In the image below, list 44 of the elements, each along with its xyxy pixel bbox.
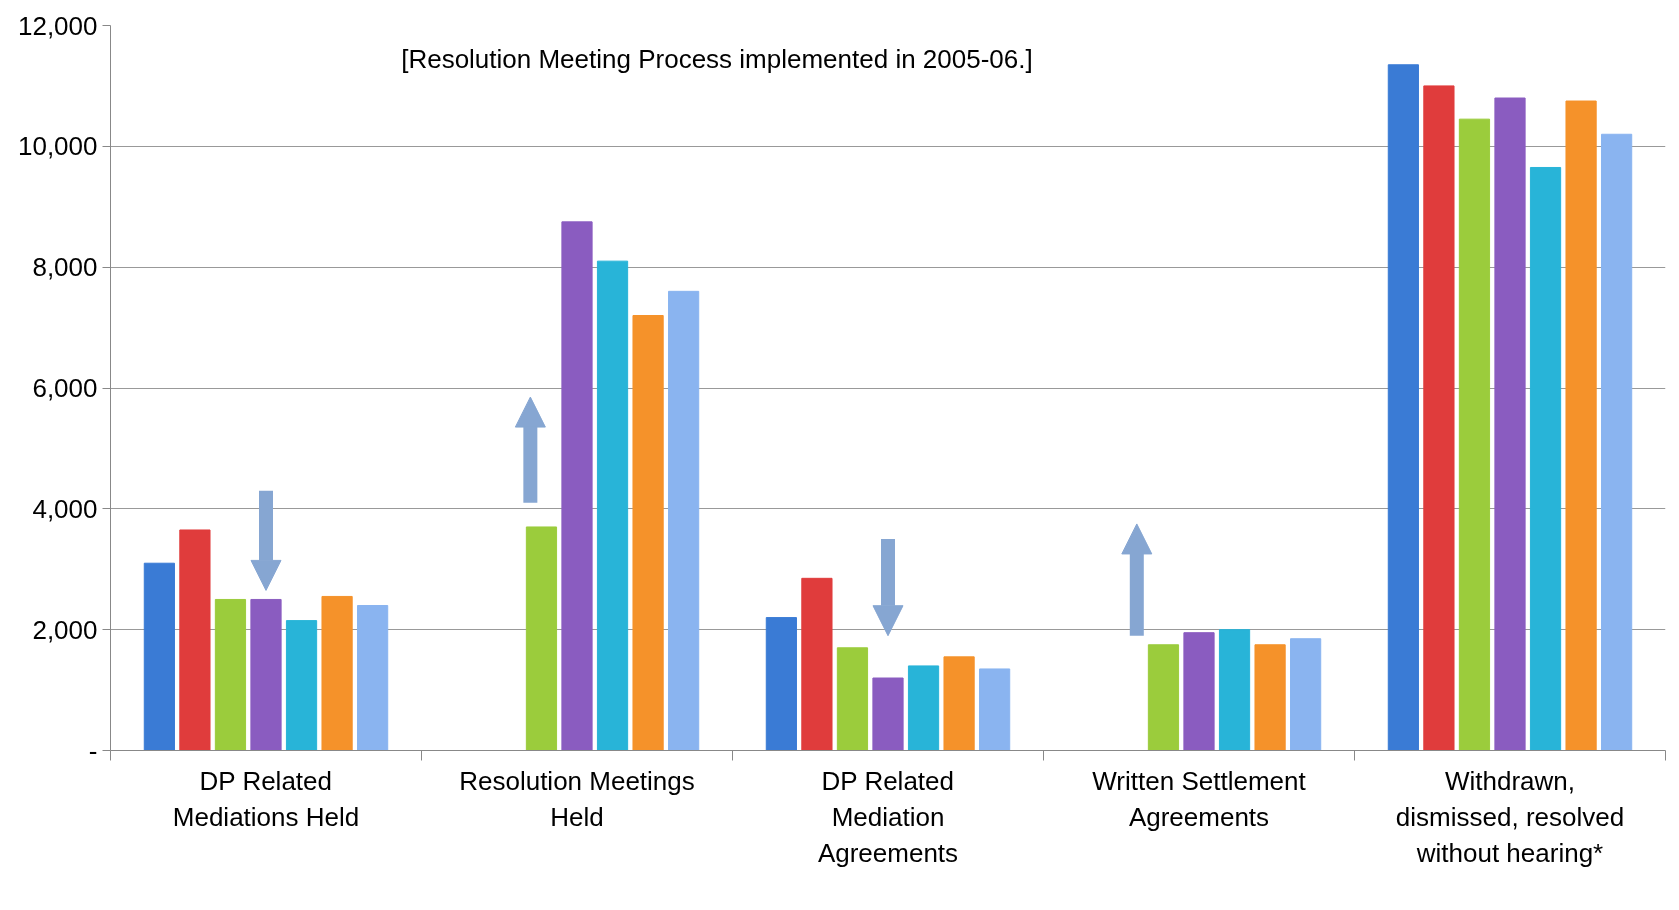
- bar: [1254, 644, 1286, 751]
- annotation: [Resolution Meeting Process implemented in 2005-06.]: [401, 43, 1033, 74]
- y-tick-label: 2,000: [32, 614, 98, 645]
- bar: [907, 665, 940, 751]
- bar: [1423, 85, 1455, 751]
- bar: [1183, 632, 1215, 751]
- x-tick-label: DP Related Mediations Held: [172, 765, 360, 832]
- y-tick-label: 8,000: [32, 252, 98, 283]
- bar: [632, 315, 664, 751]
- bar: [1458, 118, 1491, 751]
- x-tick-label: Resolution Meetings Held: [459, 765, 695, 832]
- bar: [143, 562, 175, 751]
- bar: [1565, 100, 1597, 751]
- x-tick-label: DP Related Mediation Agreements: [817, 765, 959, 868]
- bar: [321, 595, 353, 751]
- bar: [1290, 638, 1322, 751]
- bar: [179, 529, 211, 751]
- bar: [1147, 644, 1180, 751]
- bar: [668, 290, 700, 751]
- bar: [801, 577, 833, 751]
- bar: [1494, 97, 1526, 751]
- bar: [250, 598, 282, 751]
- bar: [1387, 64, 1419, 751]
- y-tick-label: 4,000: [32, 493, 98, 524]
- bar: [836, 647, 869, 751]
- bar: [596, 260, 629, 751]
- y-tick-label: 6,000: [32, 373, 98, 403]
- bar: [1529, 166, 1562, 751]
- bar: [765, 617, 797, 751]
- bar: [214, 598, 247, 751]
- y-tick-label: 12,000: [17, 10, 98, 41]
- bar: [1218, 629, 1251, 751]
- bar: [561, 221, 593, 751]
- bar: [872, 677, 904, 751]
- y-tick-label: -: [88, 735, 98, 766]
- x-tick-label: Written Settlement Agreements: [1092, 765, 1307, 832]
- bar: [285, 620, 318, 751]
- bar: [525, 526, 558, 751]
- bar: [1601, 133, 1633, 751]
- bar: [979, 668, 1011, 751]
- bar: [357, 605, 389, 751]
- x-tick-label: Withdrawn, dismissed, resolved without hearing*: [1395, 765, 1625, 868]
- y-tick-label: 10,000: [17, 131, 98, 162]
- bar: [943, 656, 975, 751]
